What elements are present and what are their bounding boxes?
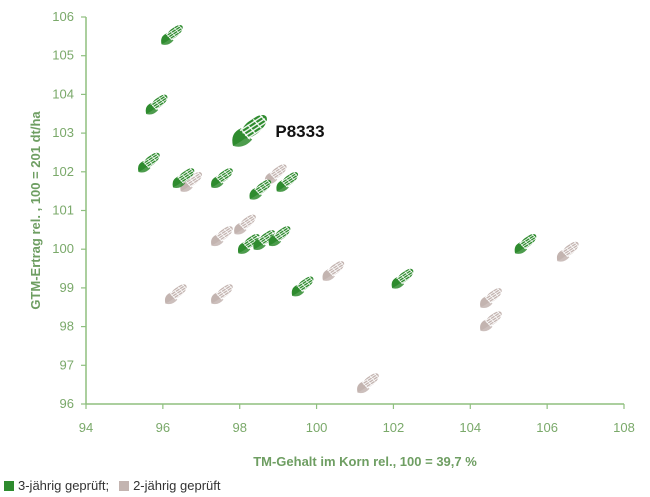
scatter-chart: 96 97 98 99 100 101 102 103 104 105 106 94 96 98 100 10…: [28, 9, 635, 469]
point-2jaehrig: [211, 283, 235, 305]
point-2jaehrig: [164, 283, 189, 305]
point-2jaehrig: [211, 225, 235, 247]
x-tick-label: 96: [156, 420, 170, 435]
y-tick-label: 104: [52, 86, 74, 101]
y-tick-label: 102: [52, 164, 74, 179]
y-tick-label: 103: [52, 125, 74, 140]
y-tick-label: 105: [52, 48, 74, 63]
x-tick-label: 102: [383, 420, 405, 435]
x-tick-label: 98: [232, 420, 246, 435]
point-3jaehrig: [249, 178, 274, 200]
point-3jaehrig: [172, 166, 197, 189]
point-3jaehrig: [291, 275, 316, 297]
point-2jaehrig: [480, 310, 504, 332]
point-3jaehrig: [138, 151, 162, 173]
x-tick-label: 106: [536, 420, 558, 435]
x-tick-label: 108: [613, 420, 635, 435]
legend-swatch-2jaehrig: [119, 480, 130, 491]
y-tick-label: 98: [60, 319, 74, 334]
y-axis-title: GTM-Ertrag rel. , 100 = 201 dt/ha: [28, 111, 43, 310]
point-3jaehrig: [237, 232, 262, 254]
legend: 3-jährig geprüft; 2-jährig geprüft: [4, 478, 231, 493]
point-3jaehrig: [276, 170, 301, 192]
y-tick-label: 96: [60, 396, 74, 411]
point-3jaehrig: [161, 23, 185, 45]
y-tick-label: 106: [52, 9, 74, 24]
y-tick-label: 101: [52, 203, 74, 218]
y-tick-label: 100: [52, 241, 74, 256]
point-3jaehrig: [268, 225, 293, 247]
point-3jaehrig: [391, 267, 416, 289]
point-2jaehrig: [480, 286, 504, 309]
point-2jaehrig: [556, 240, 581, 262]
x-tick-label: 94: [79, 420, 93, 435]
y-tick-label: 97: [60, 357, 74, 372]
y-tick-label: 99: [60, 280, 74, 295]
legend-label-2jaehrig: 2-jährig geprüft: [133, 478, 221, 493]
x-tick-label: 104: [459, 420, 481, 435]
legend-swatch-3jaehrig: [4, 480, 14, 491]
point-3jaehrig: [145, 93, 170, 115]
point-2jaehrig: [322, 259, 347, 281]
x-tick-label: 100: [306, 420, 328, 435]
point-highlight: [232, 112, 271, 147]
legend-item-3jaehrig: 3-jährig geprüft;: [4, 478, 109, 493]
point-3jaehrig: [253, 228, 278, 250]
point-2jaehrig: [357, 372, 381, 394]
point-2jaehrig: [234, 213, 259, 235]
point-3jaehrig: [211, 166, 235, 189]
highlight-label: P8333: [275, 122, 324, 141]
point-3jaehrig: [514, 232, 539, 254]
legend-label-3jaehrig: 3-jährig geprüft;: [18, 478, 110, 493]
legend-item-2jaehrig: 2-jährig geprüft: [119, 478, 221, 493]
x-axis-title: TM-Gehalt im Korn rel., 100 = 39,7 %: [253, 454, 477, 469]
